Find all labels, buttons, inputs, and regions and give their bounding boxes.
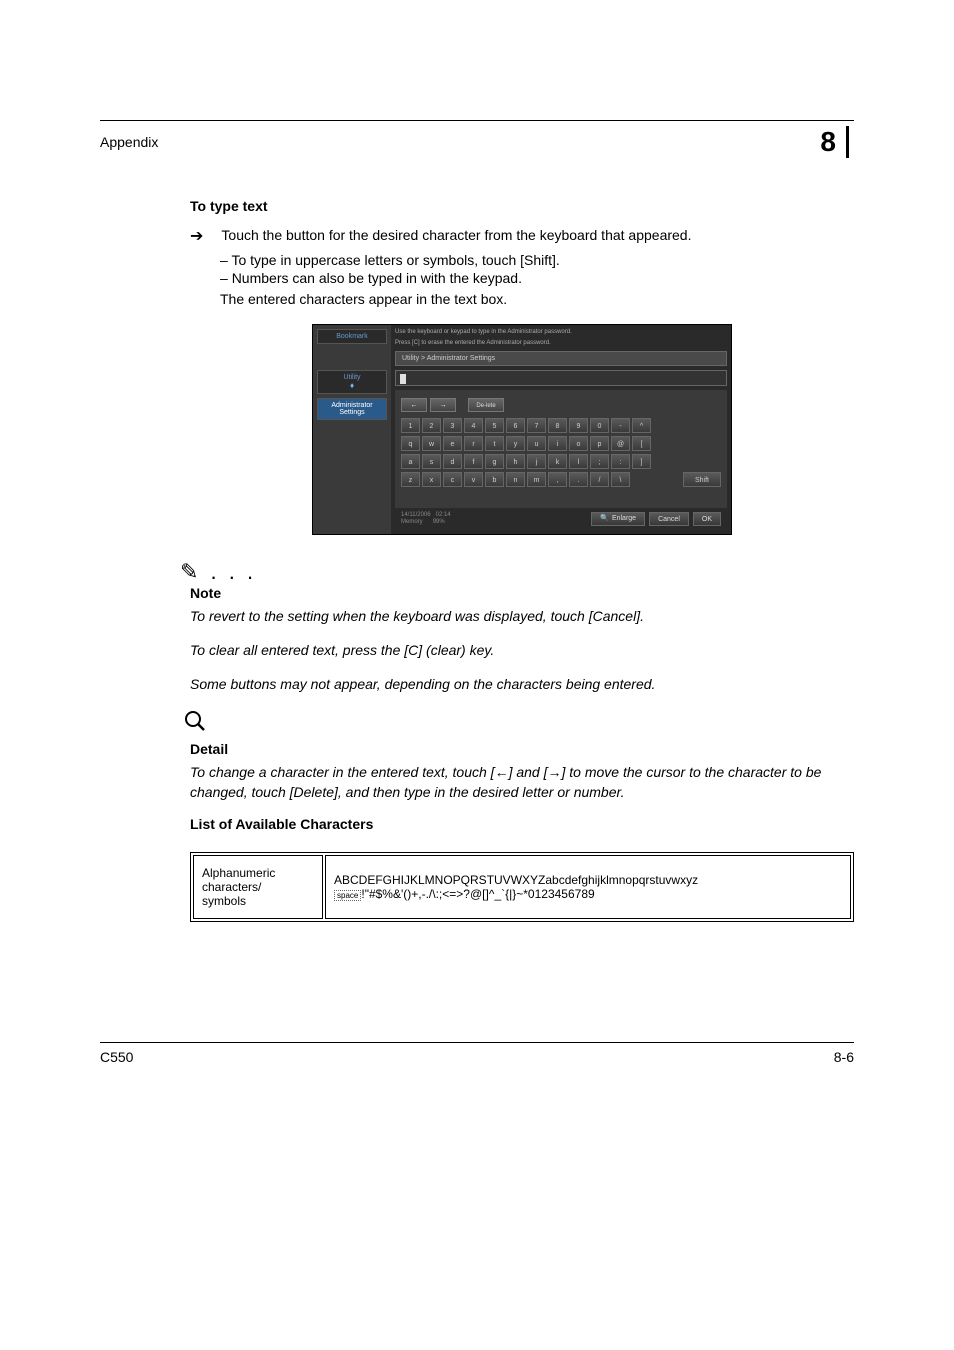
instruction-line-2: Press [C] to erase the entered the Admin… <box>395 340 727 347</box>
char-table-right: ABCDEFGHIJKLMNOPQRSTUVWXYZabcdefghijklmn… <box>325 855 851 919</box>
keyboard-key[interactable]: @ <box>611 436 630 451</box>
chapter-number-wrap: 8 <box>820 126 854 158</box>
keyboard-key[interactable]: f <box>464 454 483 469</box>
instruction-line-1: Use the keyboard or keypad to type in th… <box>395 329 727 336</box>
keyboard-key[interactable]: 7 <box>527 418 546 433</box>
sub-bullet-1: – To type in uppercase letters or symbol… <box>220 252 854 268</box>
password-input[interactable] <box>395 370 727 386</box>
keyboard-key[interactable]: a <box>401 454 420 469</box>
keyboard-key[interactable]: t <box>485 436 504 451</box>
admin-settings-tab[interactable]: Administrator Settings <box>317 398 387 420</box>
keyboard-key[interactable]: x <box>422 472 441 487</box>
detail-label: Detail <box>190 741 854 757</box>
keyboard-key[interactable]: 3 <box>443 418 462 433</box>
keyboard-key[interactable]: j <box>527 454 546 469</box>
delete-button[interactable]: De-lete <box>468 398 504 412</box>
keyboard-key[interactable]: ] <box>632 454 651 469</box>
keyboard-key[interactable]: p <box>590 436 609 451</box>
keyboard-key[interactable]: ; <box>590 454 609 469</box>
keyboard-key[interactable]: [ <box>632 436 651 451</box>
bookmark-tab[interactable]: Bookmark <box>317 329 387 344</box>
keyboard-key[interactable]: 0 <box>590 418 609 433</box>
keyboard-screenshot: Bookmark Utility ♦ Administrator Setting… <box>312 324 732 536</box>
keyboard-key[interactable]: h <box>506 454 525 469</box>
ok-button[interactable]: OK <box>693 512 721 526</box>
keyboard-key[interactable]: n <box>506 472 525 487</box>
keyboard-key[interactable]: y <box>506 436 525 451</box>
note-label: Note <box>190 585 854 601</box>
keyboard-key[interactable]: ^ <box>632 418 651 433</box>
header-section: Appendix <box>100 134 158 150</box>
keyboard-key[interactable]: \ <box>611 472 630 487</box>
utility-tab[interactable]: Utility ♦ <box>317 370 387 394</box>
cursor-left-button[interactable]: ← <box>401 398 427 412</box>
keyboard-key[interactable]: 2 <box>422 418 441 433</box>
keyboard-key[interactable]: m <box>527 472 546 487</box>
keyboard-key[interactable]: / <box>590 472 609 487</box>
keyboard-key[interactable]: 5 <box>485 418 504 433</box>
keyboard-key[interactable]: z <box>401 472 420 487</box>
keyboard-key[interactable]: : <box>611 454 630 469</box>
bullet-arrow-icon: ➔ <box>190 226 203 246</box>
footer-status: 14/11/2006 02:14 Memory 99% <box>401 512 451 526</box>
keyboard-key[interactable]: . <box>569 472 588 487</box>
keyboard-key[interactable]: , <box>548 472 567 487</box>
keyboard-key[interactable]: 1 <box>401 418 420 433</box>
keyboard-key[interactable]: 4 <box>464 418 483 433</box>
keyboard-key[interactable]: i <box>548 436 567 451</box>
keyboard-key[interactable]: u <box>527 436 546 451</box>
note-text-1: To revert to the setting when the keyboa… <box>190 607 854 627</box>
chapter-number: 8 <box>820 126 849 158</box>
keyboard-key[interactable]: l <box>569 454 588 469</box>
cancel-button[interactable]: Cancel <box>649 512 689 526</box>
keyboard-key[interactable]: d <box>443 454 462 469</box>
keyboard-key[interactable]: e <box>443 436 462 451</box>
keyboard-key[interactable]: s <box>422 454 441 469</box>
keyboard-key[interactable]: v <box>464 472 483 487</box>
keyboard-key[interactable]: o <box>569 436 588 451</box>
keyboard-key[interactable]: g <box>485 454 504 469</box>
section-title-2: List of Available Characters <box>190 816 854 832</box>
keyboard-key[interactable]: w <box>422 436 441 451</box>
keyboard-key[interactable]: - <box>611 418 630 433</box>
keyboard-key[interactable]: 8 <box>548 418 567 433</box>
section-title-1: To type text <box>190 198 854 214</box>
char-table-left: Alphanumeric characters/ symbols <box>193 855 323 919</box>
footer-page: 8-6 <box>834 1049 854 1065</box>
closing-text: The entered characters appear in the tex… <box>220 290 854 310</box>
enlarge-button[interactable]: 🔍Enlarge <box>591 512 645 526</box>
keyboard-key[interactable]: 6 <box>506 418 525 433</box>
detail-icon <box>182 708 854 741</box>
keyboard-key[interactable]: q <box>401 436 420 451</box>
keyboard-key[interactable]: c <box>443 472 462 487</box>
note-text-3: Some buttons may not appear, depending o… <box>190 675 854 695</box>
shift-key[interactable]: Shift <box>683 472 721 487</box>
keyboard-key[interactable]: k <box>548 454 567 469</box>
footer-model: C550 <box>100 1049 133 1065</box>
detail-text: To change a character in the entered tex… <box>190 763 854 802</box>
keyboard-key[interactable]: 9 <box>569 418 588 433</box>
main-bullet-text: Touch the button for the desired charact… <box>221 226 691 246</box>
keyboard-key[interactable]: b <box>485 472 504 487</box>
cursor-right-button[interactable]: → <box>430 398 456 412</box>
sub-bullet-2: – Numbers can also be typed in with the … <box>220 270 854 286</box>
keyboard-key[interactable]: r <box>464 436 483 451</box>
breadcrumb: Utility > Administrator Settings <box>395 351 727 366</box>
char-table: Alphanumeric characters/ symbols ABCDEFG… <box>190 852 854 922</box>
note-text-2: To clear all entered text, press the [C]… <box>190 641 854 661</box>
note-icon: ✎ . . . <box>180 559 854 585</box>
